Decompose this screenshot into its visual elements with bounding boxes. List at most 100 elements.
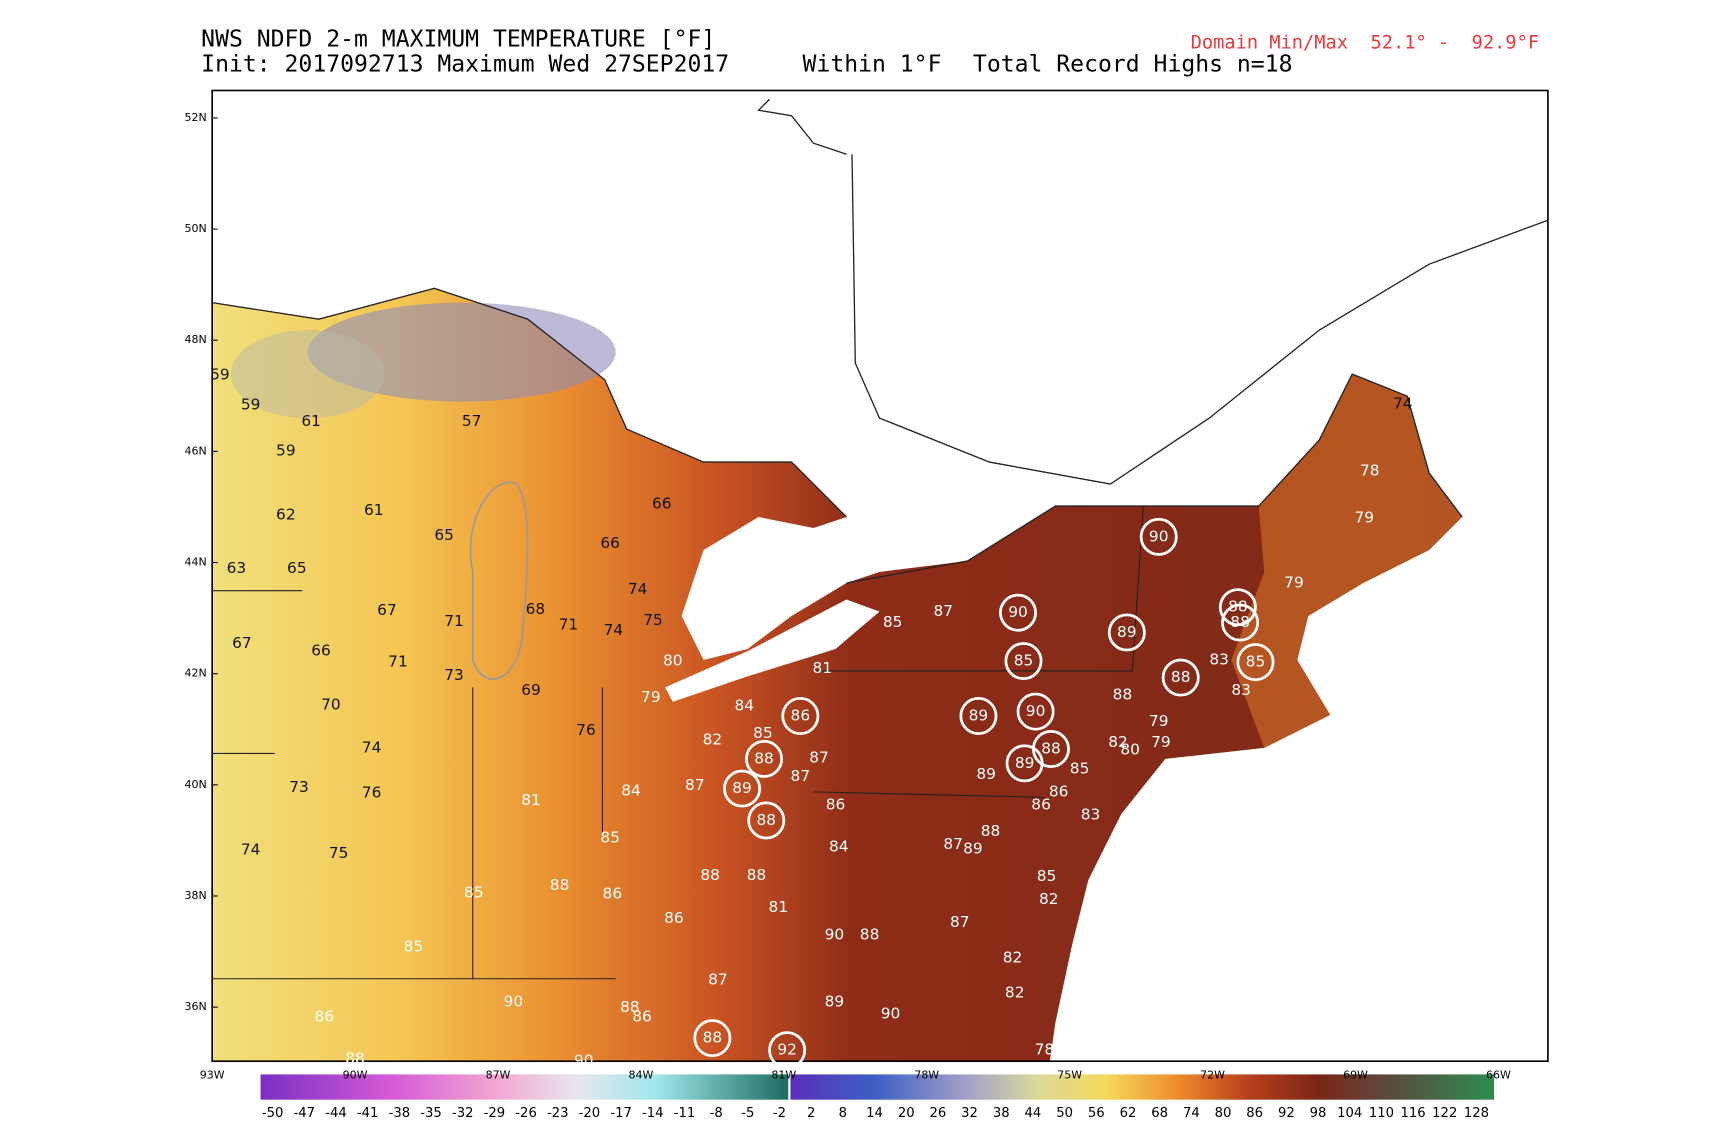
colorbar-label: 26 [930,1106,947,1121]
colorbar-label: -20 [579,1106,601,1121]
record-temp: 90 [1026,702,1046,720]
record-temp: 89 [1015,754,1035,772]
station-temp: 74 [604,621,624,639]
station-temp: 81 [813,659,833,677]
colorbar-label: 86 [1246,1106,1263,1121]
station-temp: 74 [628,580,648,598]
colorbar-label: 80 [1215,1106,1232,1121]
station-temp: 82 [1039,890,1059,908]
colorbar-label: 92 [1278,1106,1295,1121]
station-temp: 88 [860,925,880,943]
map-frame [211,89,1549,1063]
colorbar-label: 8 [839,1106,847,1121]
station-temp: 89 [976,765,996,783]
station-temp: 67 [377,601,397,619]
station-temp: 74 [362,738,382,756]
station-temp: 69 [521,681,541,699]
colorbar-negative [260,1074,789,1100]
colorbar-label: 44 [1025,1106,1042,1121]
record-temp: 89 [969,707,989,725]
title: NWS NDFD 2-m MAXIMUM TEMPERATURE [°F] [201,26,715,52]
subtitle: Init: 2017092713 Maximum Wed 27SEP2017 [201,52,729,78]
threshold: Within 1°F [803,52,942,78]
station-temp: 83 [1081,805,1101,823]
station-temp: 81 [769,898,789,916]
record-temp: 88 [703,1029,723,1047]
station-temp: 80 [663,652,683,670]
station-temp: 86 [632,1008,652,1026]
record-circle [745,739,784,778]
record-circle [1016,692,1055,731]
station-temp: 75 [329,844,349,862]
station-temp: 86 [315,1008,335,1026]
station-temp: 59 [276,442,296,460]
station-temp: 85 [464,884,484,902]
colorbar-label: 62 [1120,1106,1137,1121]
station-temp: 88 [345,1050,365,1068]
lat-label: 48N [184,333,206,346]
colorbar-label: -17 [610,1106,632,1121]
lon-label: 87W [486,1069,511,1082]
station-temp: 65 [434,526,454,544]
record-temp: 88 [754,749,774,767]
station-temp: 79 [1284,573,1304,591]
station-temp: 71 [559,615,579,633]
station-temp: 66 [600,534,620,552]
station-temp: 73 [289,778,309,796]
lat-label: 46N [184,444,206,457]
record-circle [747,801,786,840]
station-temp: 61 [301,412,321,430]
station-temp: 87 [791,767,811,785]
station-temp: 80 [1120,741,1140,759]
station-temp: 78 [1035,1041,1055,1059]
record-circle [1004,642,1043,681]
station-temp: 87 [943,835,963,853]
record-temp: 88 [1228,598,1248,616]
state-line [212,505,1144,980]
map [211,89,1549,1063]
record-circle [959,697,998,735]
station-temp: 87 [708,970,728,988]
station-temp: 83 [1231,681,1251,699]
station-temp: 86 [1031,796,1051,814]
colorbar-label: 128 [1464,1106,1489,1121]
station-temp: 86 [826,796,846,814]
lat-label: 36N [184,1000,206,1013]
station-temp: 62 [276,505,296,523]
station-temp: 82 [1108,733,1128,751]
colorbar-label: 68 [1151,1106,1168,1121]
station-temp: 82 [703,731,723,749]
temperature-field [212,288,1463,1062]
record-count: Total Record Highs n=18 [973,52,1293,78]
record-temp: 90 [1149,527,1169,545]
station-temp: 71 [444,612,464,630]
record-circle [1218,588,1257,627]
station-temp: 78 [1360,461,1380,479]
station-temp: 75 [643,611,663,629]
record-temp: 88 [756,811,776,829]
lon-label: 93W [200,1069,225,1082]
station-temp: 74 [1393,394,1413,412]
colorbar-label: 14 [866,1106,883,1121]
record-circle [1221,603,1260,642]
station-temp: 88 [700,866,720,884]
station-temp: 76 [576,721,596,739]
station-temp: 88 [747,866,767,884]
station-temp: 65 [287,559,307,577]
station-temp: 90 [881,1004,901,1022]
colorbar-label: -2 [773,1106,786,1121]
colorbar-label: -50 [262,1106,284,1121]
record-temp: 88 [1230,613,1250,631]
record-circle [768,1031,807,1070]
station-temp: 71 [388,653,408,671]
lat-label: 40N [184,778,206,791]
colorbar-label: 20 [898,1106,915,1121]
station-temp: 57 [462,412,482,430]
colorbar-label: -5 [741,1106,754,1121]
colorbar-label: -14 [642,1106,664,1121]
station-temp: 88 [981,822,1001,840]
colorbar-label: -32 [452,1106,474,1121]
station-temp: 90 [574,1052,594,1070]
record-temp: 86 [791,707,811,725]
lon-label: 90W [343,1069,368,1082]
